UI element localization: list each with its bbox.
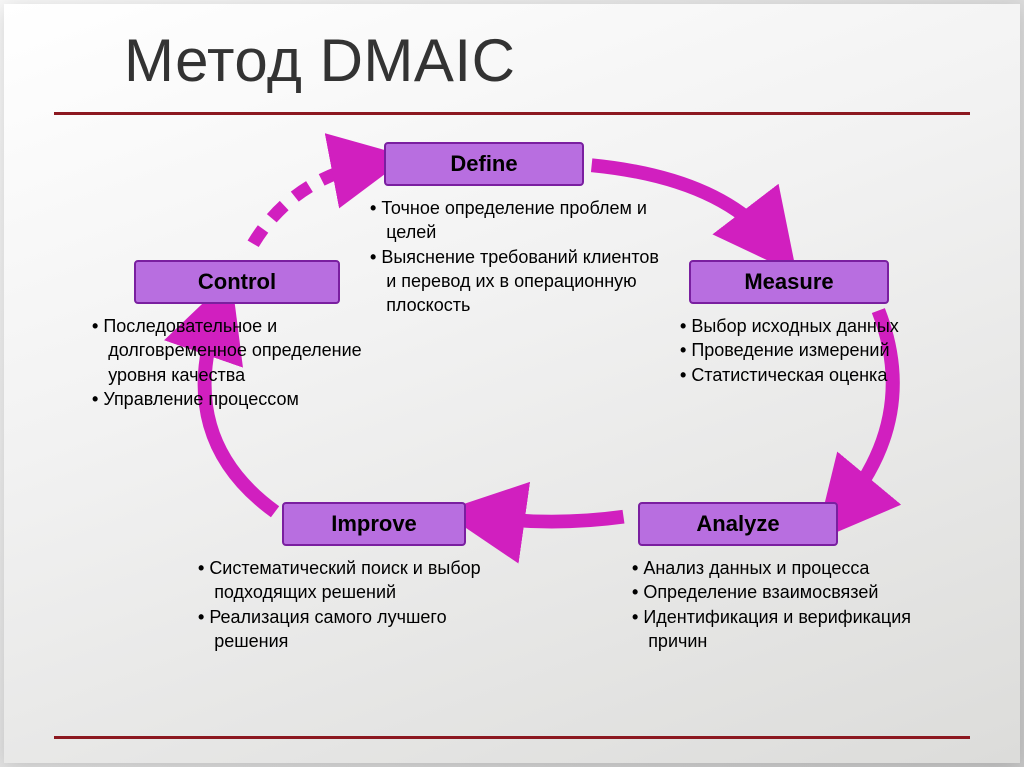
bullets-control: Последовательное и долговременное опреде… <box>92 314 382 411</box>
dmaic-diagram: Define Measure Analyze Improve Control Т… <box>64 124 960 713</box>
bullets-define: Точное определение проблем и целей Выясн… <box>370 196 660 317</box>
node-analyze: Analyze <box>638 502 838 546</box>
node-define: Define <box>384 142 584 186</box>
rule-bottom <box>54 736 970 739</box>
node-measure: Measure <box>689 260 889 304</box>
list-item: Выбор исходных данных <box>680 314 960 338</box>
list-item: Определение взаимосвязей <box>632 580 952 604</box>
node-improve: Improve <box>282 502 466 546</box>
node-improve-label: Improve <box>331 511 417 537</box>
list-item: Идентификация и верификация причин <box>632 605 952 654</box>
node-control: Control <box>134 260 340 304</box>
list-item: Проведение измерений <box>680 338 960 362</box>
list-item: Анализ данных и процесса <box>632 556 952 580</box>
slide: Метод DMAIC Define Measure <box>4 4 1020 763</box>
node-define-label: Define <box>450 151 517 177</box>
list-item: Статистическая оценка <box>680 363 960 387</box>
edge-control-define-dashed <box>253 163 372 243</box>
node-measure-label: Measure <box>744 269 833 295</box>
bullets-measure: Выбор исходных данных Проведение измерен… <box>680 314 960 387</box>
list-item: Систематический поиск и выбор подходящих… <box>198 556 518 605</box>
bullets-improve: Систематический поиск и выбор подходящих… <box>198 556 518 653</box>
node-analyze-label: Analyze <box>696 511 779 537</box>
list-item: Управление процессом <box>92 387 382 411</box>
list-item: Точное определение проблем и целей <box>370 196 660 245</box>
bullets-analyze: Анализ данных и процесса Определение вза… <box>632 556 952 653</box>
list-item: Последовательное и долговременное опреде… <box>92 314 382 387</box>
list-item: Реализация самого лучшего решения <box>198 605 518 654</box>
list-item: Выяснение требований клиентов и перевод … <box>370 245 660 318</box>
rule-top <box>54 112 970 115</box>
edge-analyze-improve <box>480 517 623 522</box>
node-control-label: Control <box>198 269 276 295</box>
page-title: Метод DMAIC <box>124 26 515 95</box>
